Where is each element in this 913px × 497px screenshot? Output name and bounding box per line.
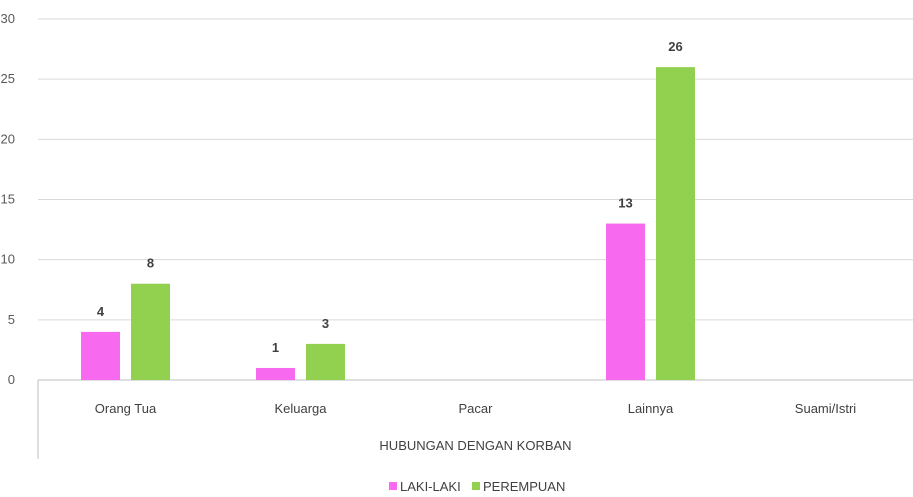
y-tick-label: 0 [8, 372, 15, 387]
data-label: 26 [668, 39, 682, 54]
bar [306, 343, 345, 380]
x-axis-categories: Orang Tua Keluarga Pacar Lainnya Suami/Istri [95, 401, 857, 416]
x-category-label: Lainnya [628, 401, 674, 416]
bar [81, 331, 120, 380]
x-category-label: Pacar [459, 401, 494, 416]
y-tick-label: 25 [1, 71, 15, 86]
y-tick-label: 5 [8, 312, 15, 327]
legend-swatch [472, 482, 480, 490]
data-label: 1 [272, 340, 279, 355]
data-label: 3 [322, 316, 329, 331]
gridlines [38, 18, 913, 381]
x-category-label: Suami/Istri [795, 401, 857, 416]
y-tick-label: 20 [1, 131, 15, 146]
data-label: 13 [618, 196, 632, 211]
x-category-label: Orang Tua [95, 401, 157, 416]
bar [606, 223, 645, 380]
data-label: 8 [147, 256, 154, 271]
bar [131, 283, 170, 380]
legend-swatch [389, 482, 397, 490]
y-tick-label: 10 [1, 252, 15, 267]
y-axis-ticks: 0 5 10 15 20 25 30 [1, 11, 15, 387]
x-axis-title: HUBUNGAN DENGAN KORBAN [379, 438, 571, 453]
y-tick-label: 15 [1, 192, 15, 207]
legend-label: LAKI-LAKI [400, 479, 461, 494]
data-label: 4 [97, 304, 105, 319]
bar [656, 67, 695, 380]
legend-label: PEREMPUAN [483, 479, 565, 494]
legend: LAKI-LAKI PEREMPUAN [389, 479, 565, 494]
x-category-label: Keluarga [274, 401, 327, 416]
bars [81, 67, 695, 380]
y-tick-label: 30 [1, 11, 15, 26]
bar [256, 367, 295, 380]
